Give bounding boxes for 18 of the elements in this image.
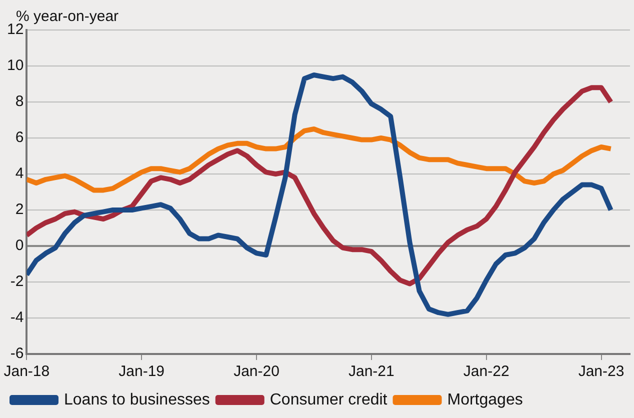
y-tick-label: -2 <box>10 273 24 290</box>
legend-label: Consumer credit <box>270 391 388 408</box>
legend-label: Loans to businesses <box>64 391 210 408</box>
y-tick-label: 10 <box>6 57 24 74</box>
x-tick-label: Jan-23 <box>578 363 624 380</box>
x-tick-label: Jan-20 <box>234 363 280 380</box>
x-tick-label: Jan-18 <box>4 363 50 380</box>
y-tick-label: 6 <box>15 129 24 146</box>
x-tick-label: Jan-21 <box>348 363 394 380</box>
y-tick-label: 2 <box>15 201 24 218</box>
y-tick-label: 8 <box>15 93 24 110</box>
x-tick-label: Jan-19 <box>118 363 165 380</box>
x-tick-label: Jan-22 <box>463 363 510 380</box>
y-tick-label: 4 <box>15 165 24 182</box>
y-tick-label: 0 <box>15 237 24 254</box>
legend-label: Mortgages <box>447 391 523 408</box>
y-tick-label: -6 <box>10 345 24 362</box>
y-tick-label: -4 <box>10 309 24 326</box>
